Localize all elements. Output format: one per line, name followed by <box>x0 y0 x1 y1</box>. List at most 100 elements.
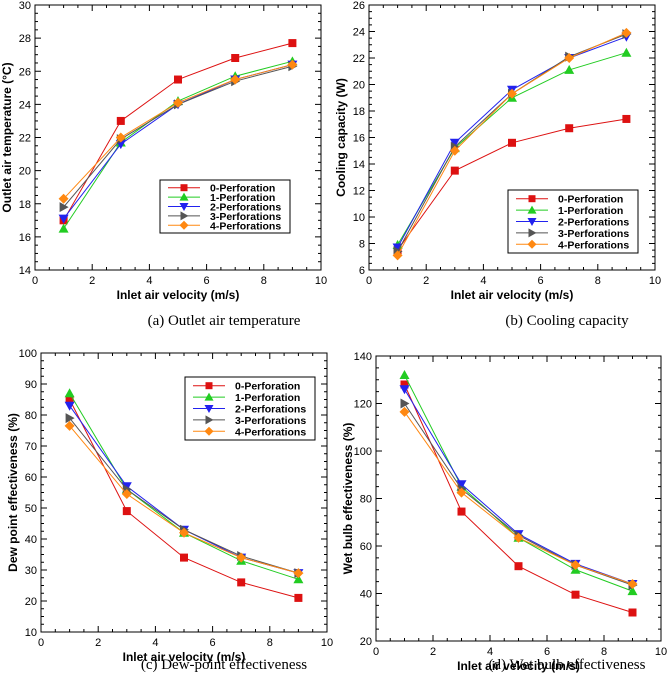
legend: 0-Perforation1-Perforation2-Perforations… <box>159 179 291 234</box>
series-line <box>69 425 299 574</box>
legend-marker <box>179 192 189 201</box>
x-tick-label: 6 <box>538 275 544 287</box>
data-point <box>621 27 632 38</box>
data-point <box>58 223 69 233</box>
y-tick-label: 14 <box>19 265 31 277</box>
legend-marker <box>204 392 214 401</box>
y-tick-label: 120 <box>354 399 372 411</box>
data-point <box>59 202 69 213</box>
y-axis-label: Cooling capacity (W) <box>334 78 348 197</box>
data-point <box>627 579 638 589</box>
data-point <box>174 75 182 84</box>
y-axis-label: Wet bulb effectiveness (%) <box>341 423 355 575</box>
x-axis-label: Inlet air velocity (m/s) <box>117 288 240 302</box>
data-point <box>621 47 632 57</box>
data-point <box>399 406 410 417</box>
legend-label: 4-Perforations <box>235 426 306 438</box>
data-point <box>122 507 131 516</box>
legend-label: 3-Perforations <box>558 228 629 240</box>
legend-marker <box>179 220 189 230</box>
x-tick-label: 2 <box>423 275 429 287</box>
data-point <box>179 527 189 538</box>
data-point <box>400 398 410 409</box>
x-axis-label: Inlet air velocity (m/s) <box>451 288 574 302</box>
data-point <box>231 54 240 62</box>
data-point <box>571 590 580 599</box>
series-line <box>63 64 293 200</box>
data-point <box>116 116 125 125</box>
y-tick-label: 30 <box>19 0 31 12</box>
data-point <box>173 97 183 108</box>
data-point <box>115 132 126 143</box>
figure-caption: (a) Outlet air temperature <box>148 313 301 329</box>
data-point <box>456 487 467 498</box>
series-line <box>404 411 633 585</box>
x-tick-label: 8 <box>261 275 267 287</box>
data-point <box>399 370 410 379</box>
data-point <box>392 243 403 253</box>
y-tick-label: 20 <box>353 80 365 92</box>
series-line <box>404 374 633 592</box>
y-tick-label: 18 <box>19 199 31 211</box>
y-tick-label: 100 <box>19 348 37 360</box>
y-tick-label: 22 <box>353 53 365 65</box>
y-tick-label: 14 <box>353 159 365 171</box>
y-axis-label: Dew point effectiveness (%) <box>6 413 20 572</box>
y-tick-label: 100 <box>354 446 372 458</box>
x-tick-label: 6 <box>204 275 210 287</box>
data-point <box>293 568 304 579</box>
data-point <box>236 552 247 563</box>
y-tick-label: 26 <box>19 66 31 78</box>
figure-caption: (c) Dew-point effectiveness <box>141 657 307 673</box>
series-line <box>404 403 633 586</box>
y-tick-label: 12 <box>353 186 365 198</box>
chart-panel-d: 0 2 4 6 8 10 20 40 60 80 100 120 140 Inlet air veloci… <box>341 351 667 673</box>
legend-marker <box>527 239 537 249</box>
y-tick-label: 20 <box>25 596 37 608</box>
data-point <box>456 480 467 490</box>
legend-label: 2-Perforations <box>235 404 306 416</box>
legend-label: 0-Perforation <box>210 183 275 195</box>
data-point <box>293 574 304 584</box>
y-tick-label: 40 <box>25 534 37 546</box>
data-point <box>65 395 74 404</box>
x-tick-label: 8 <box>267 637 273 649</box>
data-point <box>121 489 132 500</box>
y-tick-label: 24 <box>19 99 31 111</box>
data-point <box>513 532 524 543</box>
legend-marker <box>204 426 214 436</box>
legend-label: 1-Perforation <box>558 205 623 217</box>
y-tick-label: 18 <box>353 106 365 118</box>
y-tick-label: 60 <box>360 541 372 553</box>
x-tick-label: 4 <box>487 646 493 658</box>
legend-marker <box>204 405 214 413</box>
x-tick-label: 0 <box>366 275 372 287</box>
y-tick-label: 26 <box>353 0 365 12</box>
data-point <box>392 250 403 261</box>
x-tick-label: 6 <box>544 646 550 658</box>
x-tick-label: 6 <box>210 637 216 649</box>
y-tick-label: 6 <box>359 265 365 277</box>
chart-panel-c: 0 2 4 6 8 10 10 20 30 40 50 60 70 80 90 100 Inlet air ve… <box>6 348 333 664</box>
data-point <box>570 560 581 570</box>
x-tick-label: 10 <box>315 275 327 287</box>
data-point <box>65 413 75 424</box>
y-tick-label: 24 <box>353 27 365 39</box>
y-tick-label: 30 <box>25 565 37 577</box>
data-point <box>287 59 298 70</box>
y-tick-label: 60 <box>25 472 37 484</box>
y-tick-label: 70 <box>25 441 37 453</box>
data-point <box>507 88 517 99</box>
data-point <box>399 385 410 395</box>
data-point <box>457 507 466 516</box>
data-point <box>449 145 460 156</box>
data-point <box>627 586 638 596</box>
data-point <box>294 593 303 602</box>
y-tick-label: 10 <box>353 212 365 224</box>
legend-label: 1-Perforation <box>210 192 275 204</box>
data-point <box>400 380 409 389</box>
y-tick-label: 80 <box>25 410 37 422</box>
